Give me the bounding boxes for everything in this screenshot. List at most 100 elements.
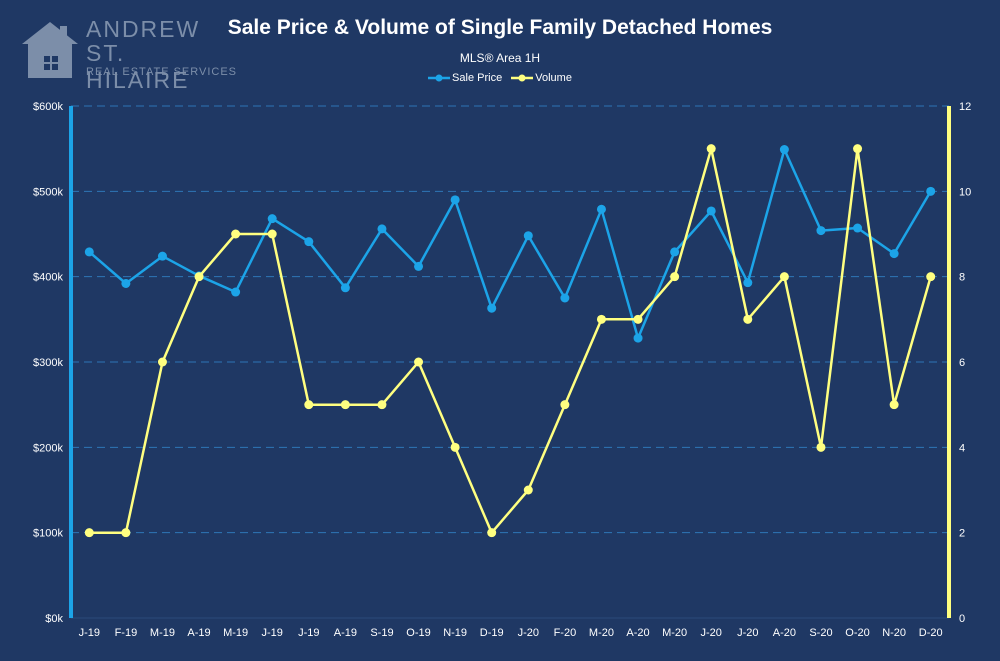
data-point-sale-price (816, 226, 826, 236)
x-tick-label: J-19 (79, 627, 100, 639)
data-point-sale-price (414, 261, 424, 271)
data-point-volume (231, 229, 241, 239)
data-point-volume (267, 229, 277, 239)
y-right-tick-label: 4 (959, 442, 965, 454)
x-tick-label: M-20 (589, 627, 614, 639)
x-tick-label: F-19 (115, 627, 138, 639)
logo-name-line1: ANDREW (86, 16, 201, 42)
x-tick-label: O-20 (845, 627, 869, 639)
x-tick-label: A-20 (626, 627, 649, 639)
data-point-volume (157, 357, 167, 367)
data-point-volume (304, 400, 314, 410)
data-point-volume (560, 400, 570, 410)
data-point-volume (194, 272, 204, 282)
x-tick-label: N-20 (882, 627, 906, 639)
legend-swatch-sale-price (428, 74, 451, 82)
x-tick-label: J-20 (737, 627, 758, 639)
x-tick-label: M-19 (223, 627, 248, 639)
x-tick-label: A-20 (773, 627, 796, 639)
x-tick-label: J-20 (518, 627, 539, 639)
data-point-volume (340, 400, 350, 410)
logo-tagline: REAL ESTATE SERVICES (86, 66, 238, 78)
data-point-sale-price (450, 195, 460, 205)
data-point-volume (596, 314, 606, 324)
data-point-sale-price (596, 204, 606, 214)
legend-item-sale-price: Sale Price (428, 72, 502, 84)
legend-swatch-volume (511, 74, 534, 82)
logo-name-line2: ST. HILAIRE (86, 40, 190, 93)
data-point-sale-price (926, 186, 936, 196)
data-point-volume (377, 400, 387, 410)
x-tick-label: A-19 (334, 627, 357, 639)
y-left-tick-label: $500k (33, 186, 63, 198)
x-tick-label: O-19 (406, 627, 430, 639)
data-point-sale-price (487, 303, 497, 313)
data-point-sale-price (84, 247, 94, 257)
data-point-sale-price (889, 249, 899, 259)
x-tick-label: S-20 (809, 627, 832, 639)
data-point-sale-price (231, 287, 241, 297)
data-point-sale-price (853, 223, 863, 233)
x-tick-label: J-20 (701, 627, 722, 639)
x-tick-label: J-19 (298, 627, 319, 639)
x-tick-label: D-19 (480, 627, 504, 639)
data-point-sale-price (340, 283, 350, 293)
x-tick-label: M-19 (150, 627, 175, 639)
y-left-tick-label: $300k (33, 357, 63, 369)
chart-subtitle: MLS® Area 1H (459, 51, 541, 65)
x-tick-label: N-19 (443, 627, 467, 639)
legend-item-volume: Volume (511, 72, 572, 84)
series-line-volume (89, 147, 932, 534)
legend-label-sale-price: Sale Price (452, 72, 503, 84)
data-point-sale-price (157, 251, 167, 261)
chart-legend: Sale Price Volume (0, 72, 1000, 86)
data-point-volume (633, 314, 643, 324)
legend-label-volume: Volume (535, 72, 572, 84)
data-point-volume (853, 144, 863, 154)
series-line-sale-price (88, 148, 932, 340)
x-tick-label: S-19 (370, 627, 393, 639)
data-point-volume (414, 357, 424, 367)
data-point-sale-price (377, 224, 387, 234)
y-right-tick-label: 8 (959, 272, 965, 284)
x-tick-label: A-19 (187, 627, 210, 639)
data-point-volume (926, 272, 936, 282)
y-right-tick-label: 10 (959, 186, 971, 198)
house-logo-icon (22, 22, 78, 78)
data-point-sale-price (121, 278, 131, 288)
y-left-tick-label: $400k (33, 272, 63, 284)
data-point-volume (743, 314, 753, 324)
data-point-volume (816, 442, 826, 452)
data-point-volume (450, 442, 460, 452)
data-point-volume (487, 528, 497, 538)
data-point-volume (670, 272, 680, 282)
y-left-tick-label: $600k (33, 101, 63, 113)
data-point-sale-price (267, 214, 277, 224)
company-logo: ANDREW ST. HILAIRE REAL ESTATE SERVICES (20, 14, 236, 93)
data-point-sale-price (523, 231, 533, 241)
y-right-tick-label: 12 (959, 101, 971, 113)
x-tick-label: D-20 (919, 627, 943, 639)
data-point-volume (84, 528, 94, 538)
data-point-sale-price (670, 247, 680, 257)
data-point-sale-price (560, 293, 570, 303)
y-right-tick-label: 6 (959, 357, 965, 369)
data-point-volume (523, 485, 533, 495)
x-tick-label: M-20 (662, 627, 687, 639)
data-point-volume (779, 272, 789, 282)
chart-title: Sale Price & Volume of Single Family Det… (227, 16, 773, 39)
data-point-volume (889, 400, 899, 410)
x-tick-label: J-19 (262, 627, 283, 639)
data-point-sale-price (706, 206, 716, 216)
data-point-volume (121, 528, 131, 538)
y-left-tick-label: $100k (33, 528, 63, 540)
y-right-tick-label: 0 (959, 613, 965, 625)
y-left-tick-label: $200k (33, 442, 63, 454)
y-left-tick-label: $0k (45, 613, 63, 625)
data-point-volume (706, 144, 716, 154)
data-point-sale-price (743, 278, 753, 288)
data-point-sale-price (633, 333, 643, 343)
data-point-sale-price (304, 237, 314, 247)
x-tick-label: F-20 (554, 627, 577, 639)
